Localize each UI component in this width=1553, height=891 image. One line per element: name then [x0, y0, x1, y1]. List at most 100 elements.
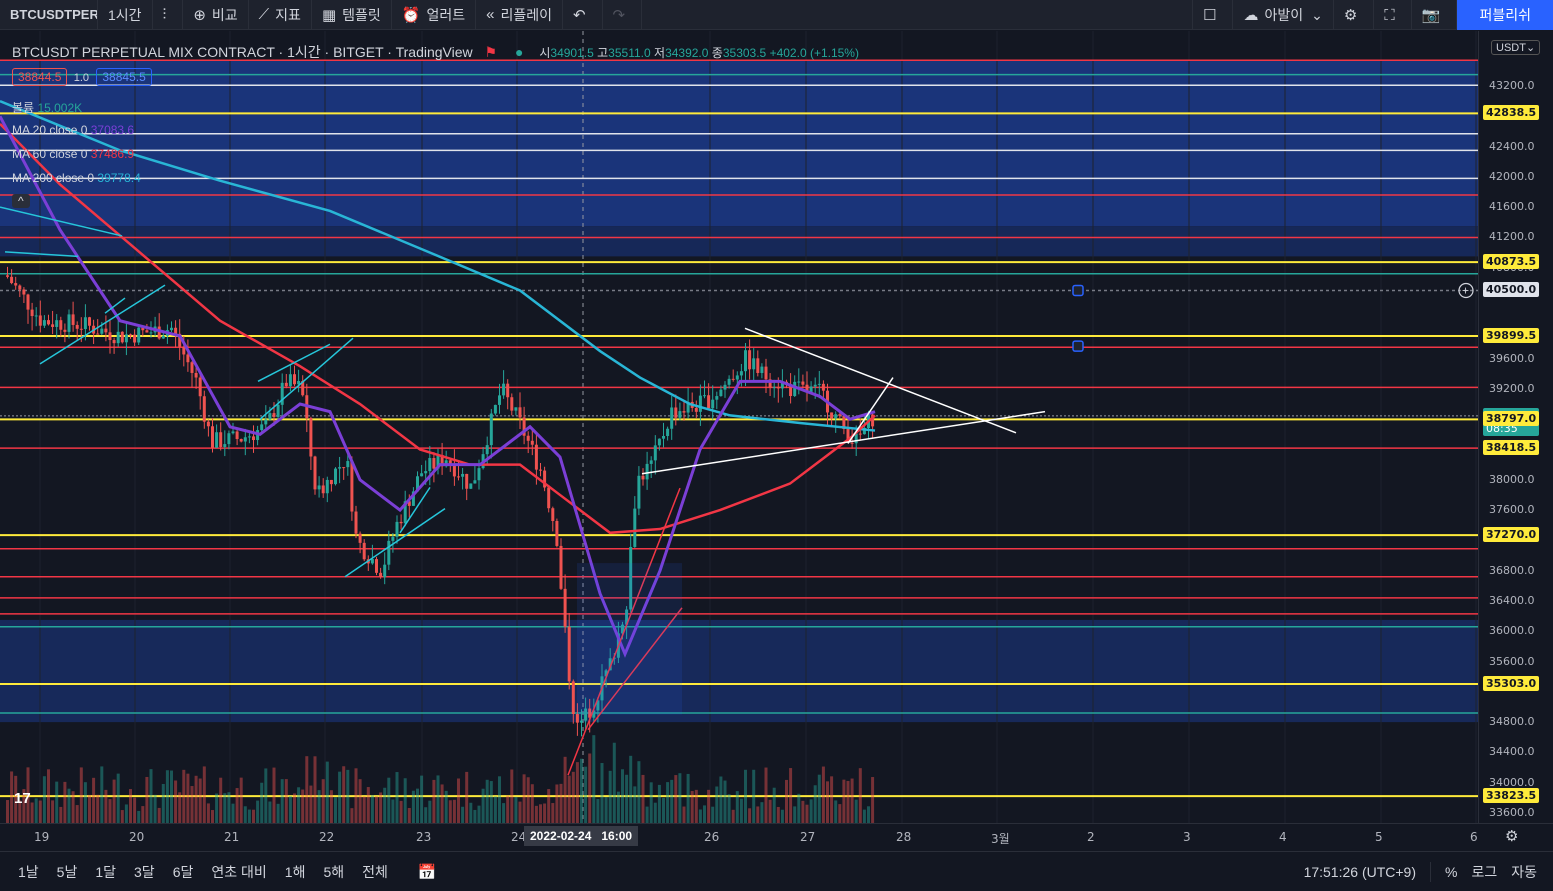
volume-bar: [809, 799, 813, 823]
volume-bar: [305, 756, 309, 823]
alert-button[interactable]: ⏰ 얼러트: [392, 0, 477, 30]
price-label-value: 38418.5: [1486, 441, 1537, 455]
range-button[interactable]: 5날: [56, 863, 78, 880]
publish-button[interactable]: 퍼블리쉬: [1457, 0, 1553, 30]
log-toggle[interactable]: 로그: [1471, 863, 1498, 880]
snapshot-button[interactable]: 📷: [1412, 0, 1458, 30]
candle-body: [526, 435, 530, 441]
volume-bar: [489, 781, 493, 823]
range-button[interactable]: 5해: [323, 863, 345, 880]
status-dot-icon: ●: [514, 44, 524, 60]
range-button[interactable]: 1달: [95, 863, 117, 880]
time-tick: 28: [896, 830, 912, 844]
time-axis[interactable]: 19 20 21 22 23 24 26 27 28 3월 2 3 4 5 6 2022-02-24 16:…: [0, 823, 1553, 848]
currency-selector[interactable]: USDT⌄: [1491, 40, 1541, 55]
templates-button[interactable]: ▦ 템플릿: [312, 0, 392, 30]
candle-body: [649, 460, 653, 464]
volume-bar: [145, 776, 149, 823]
candle-body: [776, 387, 780, 389]
candle-body: [584, 708, 588, 721]
volume-bar: [276, 803, 280, 823]
volume-bar: [293, 793, 296, 823]
candle-body: [104, 328, 108, 333]
chart-pane[interactable]: +: [0, 31, 1478, 823]
calendar-icon[interactable]: 📅: [417, 863, 437, 881]
undo-button[interactable]: ↶: [563, 0, 603, 30]
layout-toggle-button[interactable]: ☐: [1191, 0, 1234, 30]
price-label-yellow: 38418.5: [1483, 440, 1539, 456]
candle-body: [760, 366, 764, 373]
candle-body: [407, 501, 411, 506]
bid-box[interactable]: 38844.5: [12, 68, 68, 86]
candle-body: [178, 333, 182, 347]
candle-body: [727, 378, 731, 385]
volume-bar: [129, 789, 132, 823]
ma200-legend[interactable]: MA 200 close 0 39778.4: [12, 171, 141, 185]
chart-canvas[interactable]: +: [0, 31, 1478, 823]
rewind-icon: «: [486, 6, 495, 23]
candle-body: [682, 411, 686, 413]
trendline-upper: [744, 327, 1017, 434]
volume-bar: [768, 799, 772, 823]
ma60-legend[interactable]: MA 60 close 0 37486.9: [12, 147, 134, 161]
collapse-legend-button[interactable]: ^: [12, 194, 30, 208]
volume-legend[interactable]: 볼륨 15.002K: [12, 99, 82, 116]
volume-bar: [608, 770, 612, 823]
candle-body: [59, 320, 63, 330]
layout-name-button[interactable]: ☁ 아발이 ⌄: [1233, 0, 1334, 30]
chart-type-button[interactable]: ⫶: [153, 0, 184, 30]
candle-body: [145, 330, 149, 333]
candle-body: [633, 508, 637, 547]
ask-box[interactable]: 38845.5: [96, 68, 152, 86]
range-button[interactable]: 연초 대비: [211, 863, 267, 880]
auto-toggle[interactable]: 자동: [1511, 863, 1537, 880]
volume-bar: [124, 804, 128, 823]
time-tick: 23: [416, 830, 432, 844]
candle-body: [469, 483, 473, 489]
add-alert-icon: [1458, 282, 1474, 299]
range-button[interactable]: 전체: [362, 863, 388, 880]
replay-button[interactable]: « 리플레이: [476, 0, 563, 30]
price-label-value: 37270.0: [1486, 528, 1537, 542]
candle-body: [657, 438, 661, 446]
ma20-line: [0, 115, 876, 658]
tv-logo-icon[interactable]: 17: [14, 790, 31, 807]
range-button[interactable]: 1날: [18, 863, 39, 880]
axis-settings-icon[interactable]: ⚙: [1505, 828, 1519, 845]
percent-toggle[interactable]: %: [1445, 863, 1458, 880]
price-label-yellow: 38797.0: [1483, 411, 1539, 427]
volume-bar: [170, 770, 173, 823]
range-button[interactable]: 6달: [172, 863, 194, 880]
undo-icon: ↶: [572, 6, 586, 24]
candle-body: [395, 521, 399, 537]
candle-body: [498, 395, 501, 405]
candle-body: [817, 383, 821, 385]
candle-body: [502, 383, 506, 396]
candle-body: [67, 314, 71, 332]
redo-button[interactable]: ↷: [603, 0, 643, 30]
open-value: 34901.5: [550, 46, 594, 60]
ma60-line: [0, 122, 876, 535]
symbol-search[interactable]: BTCUSDTPER: [0, 0, 98, 30]
candle-body: [571, 681, 575, 715]
interval-button[interactable]: 1시간: [98, 0, 153, 30]
candle-body: [797, 381, 801, 383]
candle-body: [694, 407, 698, 412]
candle-body: [120, 331, 124, 343]
candle-body: [842, 415, 846, 430]
range-button[interactable]: 1해: [284, 863, 306, 880]
volume-bar: [596, 798, 600, 823]
volume-bar: [75, 805, 79, 823]
settings-button[interactable]: ⚙: [1334, 0, 1375, 30]
high-label: 고: [597, 46, 609, 60]
indicators-button[interactable]: ⟋ 지표: [249, 0, 312, 30]
candle-body: [489, 413, 493, 446]
fullscreen-button[interactable]: ⛶: [1374, 0, 1412, 30]
compare-button[interactable]: ⊕ 비교: [183, 0, 249, 30]
price-axis[interactable]: USDT⌄ 43200.0 42400.0 42000.0 41600.0 41200.…: [1478, 31, 1553, 823]
red-trendline: [567, 487, 681, 776]
ma20-legend[interactable]: MA 20 close 0 37083.6: [12, 123, 134, 137]
clock[interactable]: 17:51:26 (UTC+9): [1303, 863, 1417, 880]
volume-bar: [186, 773, 190, 823]
range-button[interactable]: 3달: [134, 863, 155, 880]
